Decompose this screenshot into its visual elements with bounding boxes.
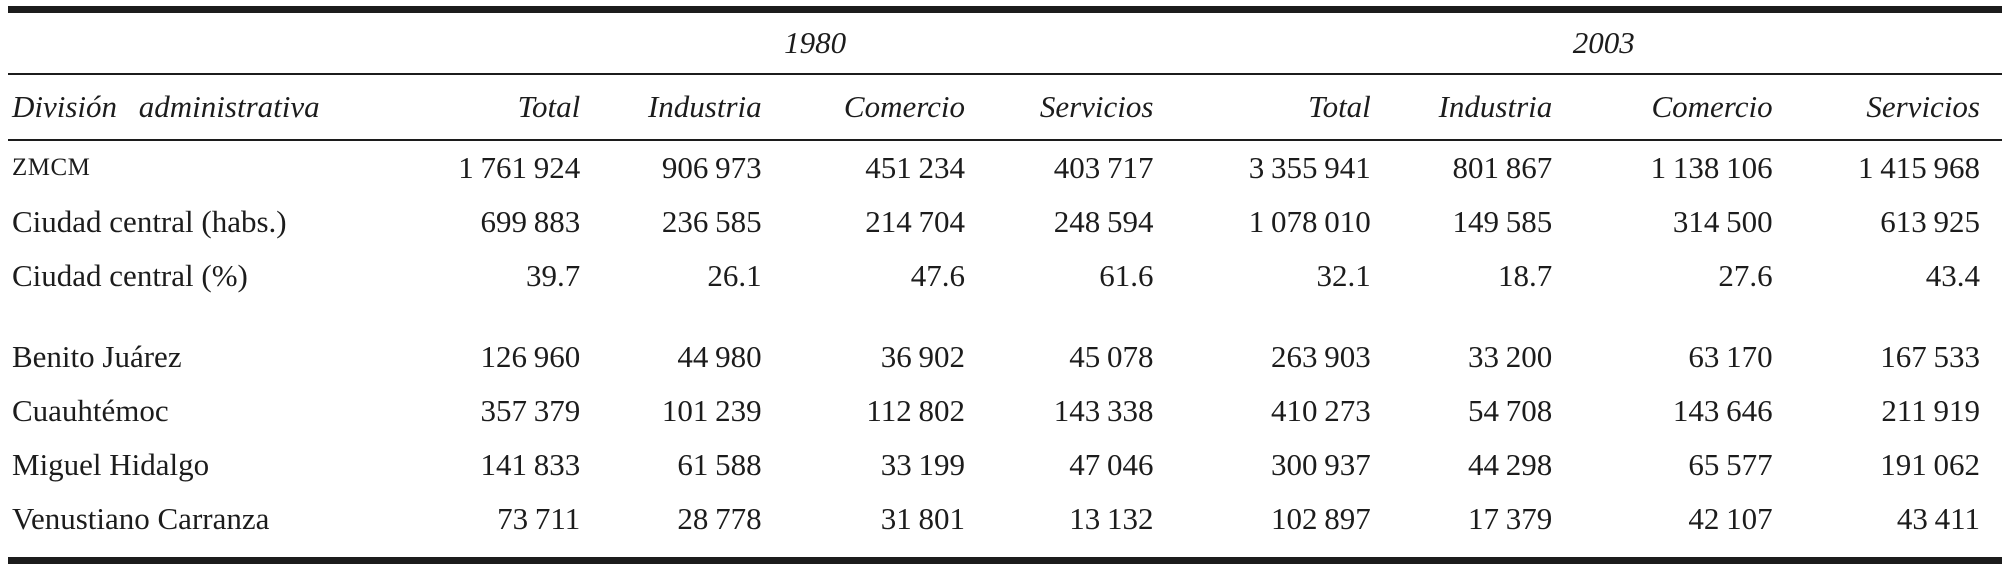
table-row: ZMCM 1 761 924 906 973 451 234 403 717 3 355 … bbox=[8, 140, 2002, 195]
row-label: Ciudad central (habs.) bbox=[12, 204, 287, 239]
data-cell: 33 200 bbox=[1468, 339, 1553, 374]
data-cell: 28 778 bbox=[677, 501, 762, 536]
data-cell: 214 704 bbox=[865, 204, 966, 239]
data-cell: 143 646 bbox=[1672, 393, 1773, 428]
table-row: Venustiano Carranza 73 711 28 778 31 801 13 … bbox=[8, 492, 2002, 557]
data-cell: 248 594 bbox=[1053, 204, 1154, 239]
data-cell: 47.6 bbox=[910, 258, 966, 293]
row-label: Benito Juárez bbox=[12, 339, 182, 374]
data-cell: 3 355 941 bbox=[1248, 150, 1371, 185]
table-row: Cuauhtémoc 357 379 101 239 112 802 143 338 41… bbox=[8, 384, 2002, 438]
row-label: Venustiano Carranza bbox=[12, 501, 270, 536]
column-header-comercio-2003: Comercio bbox=[1574, 74, 1795, 141]
data-cell: 357 379 bbox=[480, 393, 581, 428]
data-cell: 801 867 bbox=[1452, 150, 1553, 185]
column-header-total-1980: Total bbox=[384, 74, 603, 141]
statistics-table: 1980 2003 División administrativa Total … bbox=[8, 6, 2002, 564]
year-group-2003: 2003 bbox=[1175, 13, 2002, 75]
row-label: ZMCM bbox=[12, 154, 91, 181]
row-label: Cuauhtémoc bbox=[12, 393, 169, 428]
data-cell: 65 577 bbox=[1688, 447, 1773, 482]
data-cell: 102 897 bbox=[1271, 501, 1371, 536]
data-cell: 126 960 bbox=[480, 339, 581, 374]
year-group-row: 1980 2003 bbox=[8, 13, 2002, 75]
column-header-industria-2003: Industria bbox=[1392, 74, 1575, 141]
data-cell: 143 338 bbox=[1053, 393, 1154, 428]
table-row: Benito Juárez 126 960 44 980 36 902 45 078 26… bbox=[8, 303, 2002, 384]
table-row: Ciudad central (%) 39.7 26.1 47.6 61.6 32.1 18… bbox=[8, 249, 2002, 303]
data-cell: 27.6 bbox=[1718, 258, 1773, 293]
data-cell: 39.7 bbox=[525, 258, 581, 293]
data-cell: 314 500 bbox=[1672, 204, 1773, 239]
data-cell: 61 588 bbox=[677, 447, 762, 482]
column-header-division: División administrativa bbox=[8, 74, 385, 141]
data-cell: 403 717 bbox=[1053, 150, 1154, 185]
data-cell: 141 833 bbox=[480, 447, 581, 482]
data-cell: 149 585 bbox=[1452, 204, 1553, 239]
data-cell: 63 170 bbox=[1688, 339, 1773, 374]
data-cell: 1 415 968 bbox=[1858, 150, 1980, 185]
data-cell: 32.1 bbox=[1316, 258, 1371, 293]
table-row: Miguel Hidalgo 141 833 61 588 33 199 47 046 3… bbox=[8, 438, 2002, 492]
data-cell: 112 802 bbox=[866, 393, 966, 428]
data-cell: 42 107 bbox=[1688, 501, 1773, 536]
data-cell: 31 801 bbox=[880, 501, 966, 536]
data-cell: 1 078 010 bbox=[1248, 204, 1371, 239]
data-cell: 410 273 bbox=[1271, 393, 1371, 428]
data-cell: 13 132 bbox=[1069, 501, 1154, 536]
column-header-row: División administrativa Total Industria … bbox=[8, 74, 2002, 141]
data-cell: 36 902 bbox=[880, 339, 966, 374]
column-header-industria-1980: Industria bbox=[602, 74, 784, 141]
data-cell: 73 711 bbox=[497, 501, 581, 536]
data-cell: 699 883 bbox=[480, 204, 581, 239]
column-header-comercio-1980: Comercio bbox=[783, 74, 988, 141]
data-cell: 61.6 bbox=[1099, 258, 1154, 293]
column-header-total-2003: Total bbox=[1175, 74, 1393, 141]
data-cell: 44 298 bbox=[1468, 447, 1553, 482]
data-cell: 47 046 bbox=[1069, 447, 1154, 482]
employment-table: 1980 2003 División administrativa Total … bbox=[8, 13, 2002, 557]
data-cell: 906 973 bbox=[661, 150, 762, 185]
column-header-servicios-1980: Servicios bbox=[987, 74, 1176, 141]
data-cell: 43 411 bbox=[1896, 501, 1980, 536]
data-cell: 18.7 bbox=[1498, 258, 1553, 293]
year-group-1980: 1980 bbox=[384, 13, 1176, 75]
data-cell: 1 138 106 bbox=[1650, 150, 1773, 185]
row-label: Miguel Hidalgo bbox=[12, 447, 210, 482]
data-cell: 211 919 bbox=[1881, 393, 1980, 428]
data-cell: 43.4 bbox=[1925, 258, 1980, 293]
data-cell: 1 761 924 bbox=[458, 150, 581, 185]
data-cell: 33 199 bbox=[880, 447, 966, 482]
data-cell: 236 585 bbox=[661, 204, 762, 239]
table-body: ZMCM 1 761 924 906 973 451 234 403 717 3 355 … bbox=[8, 140, 2002, 557]
table-row: Ciudad central (habs.) 699 883 236 585 214 … bbox=[8, 195, 2002, 249]
data-cell: 167 533 bbox=[1880, 339, 1980, 374]
data-cell: 451 234 bbox=[865, 150, 966, 185]
data-cell: 54 708 bbox=[1468, 393, 1553, 428]
data-cell: 45 078 bbox=[1069, 339, 1154, 374]
data-cell: 17 379 bbox=[1468, 501, 1553, 536]
column-header-servicios-2003: Servicios bbox=[1794, 74, 2002, 141]
data-cell: 300 937 bbox=[1271, 447, 1371, 482]
row-label: Ciudad central (%) bbox=[12, 258, 248, 293]
data-cell: 26.1 bbox=[707, 258, 762, 293]
year-row-spacer bbox=[8, 13, 385, 75]
data-cell: 44 980 bbox=[677, 339, 762, 374]
data-cell: 613 925 bbox=[1880, 204, 1980, 239]
data-cell: 101 239 bbox=[661, 393, 762, 428]
data-cell: 263 903 bbox=[1271, 339, 1371, 374]
data-cell: 191 062 bbox=[1880, 447, 1980, 482]
